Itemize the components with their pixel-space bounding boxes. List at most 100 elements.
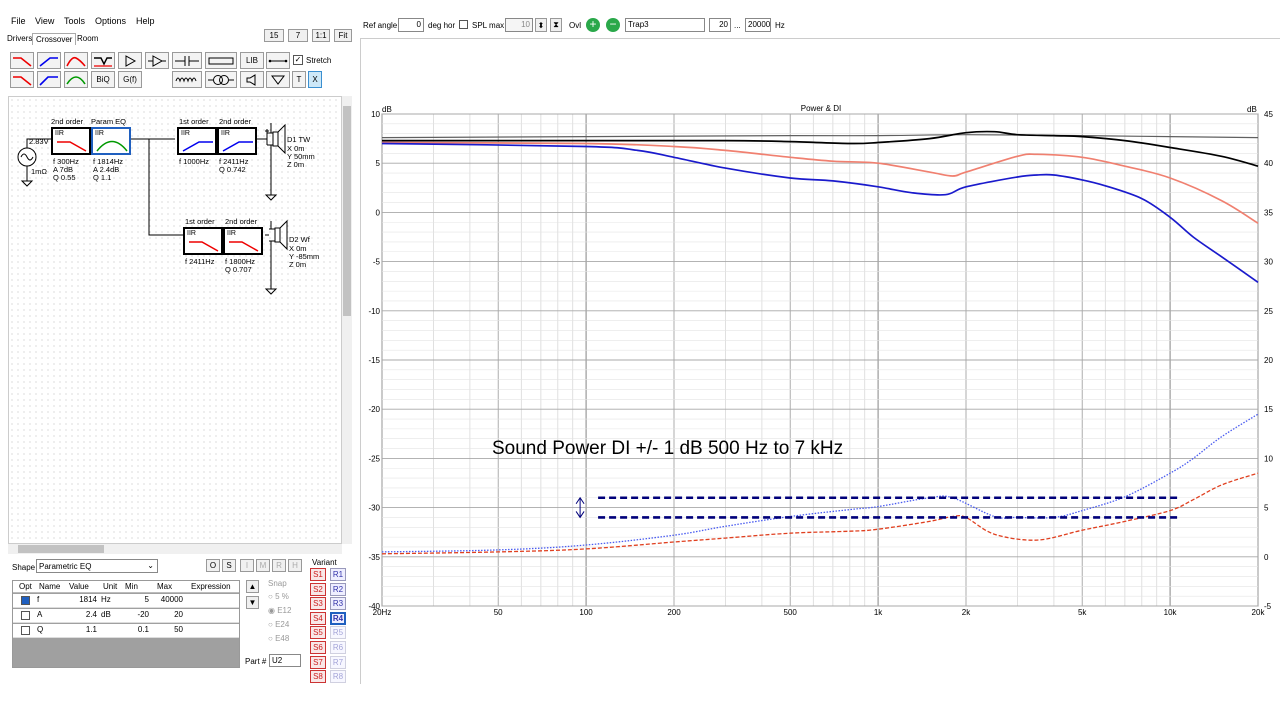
- variant-r5-button[interactable]: R5: [330, 626, 346, 640]
- wire-button[interactable]: [266, 52, 290, 69]
- range-from-input[interactable]: 20: [709, 18, 731, 32]
- spl-max-spinner[interactable]: ⬍: [535, 18, 547, 32]
- scroll-thumb[interactable]: [18, 545, 104, 553]
- stretch-checkbox[interactable]: ✓: [293, 55, 303, 65]
- variant-s5-button[interactable]: S5: [310, 626, 326, 640]
- move-down-button[interactable]: ▼: [246, 596, 259, 609]
- notch-button[interactable]: [91, 52, 115, 69]
- block-lp1[interactable]: IIR: [51, 127, 91, 155]
- snap-option-e12[interactable]: ◉ E12: [268, 606, 292, 615]
- resistor-button[interactable]: [205, 52, 237, 69]
- highpass-blue-button[interactable]: [37, 52, 61, 69]
- schematic-vertical-scrollbar[interactable]: [342, 96, 352, 544]
- variant-s6-button[interactable]: S6: [310, 641, 326, 654]
- gf-button[interactable]: G(f): [118, 71, 142, 88]
- variant-r7-button[interactable]: R7: [330, 655, 346, 669]
- row-value[interactable]: 1.1: [85, 625, 97, 634]
- part-input[interactable]: U2: [269, 654, 301, 667]
- bandpass-red-button[interactable]: [64, 52, 88, 69]
- peq-green-button[interactable]: [64, 71, 88, 88]
- schematic-horizontal-scrollbar[interactable]: [8, 544, 342, 554]
- move-up-button[interactable]: ▲: [246, 580, 259, 593]
- overlay-name-input[interactable]: Trap3: [625, 18, 705, 32]
- inductor-button[interactable]: [172, 71, 202, 88]
- opt-checkbox[interactable]: [21, 611, 30, 620]
- scroll-thumb[interactable]: [343, 106, 351, 316]
- buffer-button[interactable]: [145, 52, 169, 69]
- crossover-schematic[interactable]: 2.83V 1mΩ 2nd order IIR f 300Hz A 7dB Q …: [8, 96, 342, 544]
- t-button[interactable]: T: [292, 71, 306, 88]
- menu-help[interactable]: Help: [136, 16, 155, 26]
- shape-m-button[interactable]: M: [256, 559, 270, 572]
- tab-crossover[interactable]: Crossover: [32, 33, 77, 45]
- ref-angle-input[interactable]: 0: [398, 18, 424, 32]
- spl-max-auto-button[interactable]: ⧗: [550, 18, 562, 32]
- row-min[interactable]: 0.1: [137, 625, 149, 634]
- shape-o-button[interactable]: O: [206, 559, 220, 572]
- lowpass-red-button[interactable]: [10, 52, 34, 69]
- tab-drivers[interactable]: Drivers: [7, 34, 33, 43]
- snap-option-e24[interactable]: ○ E24: [268, 620, 290, 629]
- capacitor-button[interactable]: [172, 52, 202, 69]
- row-value[interactable]: 1814: [79, 595, 97, 604]
- variant-r4-button[interactable]: R4: [330, 611, 346, 625]
- snap-option-5pct[interactable]: ○ 5 %: [268, 592, 289, 601]
- row-max[interactable]: 20: [174, 610, 183, 619]
- block-peq[interactable]: IIR: [91, 127, 131, 155]
- row-min[interactable]: -20: [137, 610, 149, 619]
- zoom-7-button[interactable]: 7: [288, 29, 308, 42]
- x-button[interactable]: X: [308, 71, 322, 88]
- variant-r8-button[interactable]: R8: [330, 670, 346, 684]
- tab-room[interactable]: Room: [77, 34, 99, 43]
- lowpass-red-2-button[interactable]: [10, 71, 34, 88]
- transformer-button[interactable]: [205, 71, 237, 88]
- table-row[interactable]: Q 1.1 0.1 50: [13, 624, 239, 638]
- variant-r1-button[interactable]: R1: [330, 568, 346, 581]
- shape-select[interactable]: Parametric EQ ⌄: [36, 559, 158, 573]
- variant-r6-button[interactable]: R6: [330, 641, 346, 654]
- menu-view[interactable]: View: [35, 16, 55, 26]
- plot-area[interactable]: 20Hz 50 100 200 500 1k 2k 5k 10k 20k 10 5 0 -5 -10 -15-…: [360, 38, 1280, 684]
- lib-button[interactable]: LIB: [240, 52, 264, 69]
- remove-overlay-button[interactable]: −: [606, 18, 620, 32]
- block-hp2[interactable]: IIR: [217, 127, 257, 155]
- variant-r3-button[interactable]: R3: [330, 597, 346, 611]
- variant-s8-button[interactable]: S8: [310, 670, 326, 684]
- shape-s-button[interactable]: S: [222, 559, 236, 572]
- variant-s4-button[interactable]: S4: [310, 611, 326, 625]
- shape-i-button[interactable]: I: [240, 559, 254, 572]
- opt-checkbox[interactable]: [21, 596, 30, 605]
- variant-s2-button[interactable]: S2: [310, 582, 326, 596]
- menu-tools[interactable]: Tools: [64, 16, 86, 26]
- variant-s3-button[interactable]: S3: [310, 597, 326, 611]
- row-min[interactable]: 5: [144, 595, 149, 604]
- shape-r-button[interactable]: R: [272, 559, 286, 572]
- shape-h-button[interactable]: H: [288, 559, 302, 572]
- zoom-15-button[interactable]: 15: [264, 29, 284, 42]
- spl-max-checkbox[interactable]: [459, 20, 468, 29]
- highpass-blue-2-button[interactable]: [37, 71, 61, 88]
- menu-options[interactable]: Options: [95, 16, 127, 26]
- block-lp2[interactable]: IIR: [183, 227, 223, 255]
- add-overlay-button[interactable]: +: [586, 18, 600, 32]
- snap-option-e48[interactable]: ○ E48: [268, 634, 290, 643]
- variant-s7-button[interactable]: S7: [310, 655, 326, 669]
- speaker-button[interactable]: [240, 71, 264, 88]
- row-max[interactable]: 40000: [160, 595, 183, 604]
- variant-r2-button[interactable]: R2: [330, 582, 346, 596]
- row-max[interactable]: 50: [174, 625, 183, 634]
- table-row[interactable]: A 2.4 dB -20 20: [13, 609, 239, 623]
- amp-button[interactable]: [118, 52, 142, 69]
- zoom-1to1-button[interactable]: 1:1: [312, 29, 330, 42]
- biq-button[interactable]: BiQ: [91, 71, 115, 88]
- block-lp3[interactable]: IIR: [223, 227, 263, 255]
- zoom-fit-button[interactable]: Fit: [334, 29, 352, 42]
- range-to-input[interactable]: 20000: [745, 18, 771, 32]
- ground-button[interactable]: [266, 71, 290, 88]
- menu-file[interactable]: File: [11, 16, 26, 26]
- table-row[interactable]: f 1814 Hz 5 40000: [13, 594, 239, 608]
- row-value[interactable]: 2.4: [85, 610, 97, 619]
- variant-s1-button[interactable]: S1: [310, 568, 326, 581]
- block-hp1[interactable]: IIR: [177, 127, 217, 155]
- spl-max-input[interactable]: 10: [505, 18, 533, 32]
